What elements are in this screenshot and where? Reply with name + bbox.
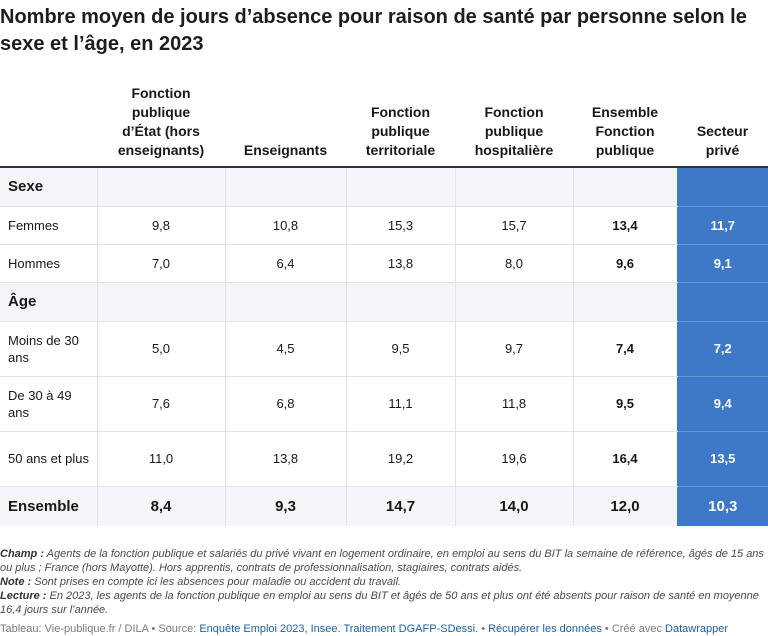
table-cell — [224, 282, 346, 322]
table-cell: 11,7 — [676, 206, 768, 245]
table-cell — [572, 167, 677, 207]
table-cell: 11,1 — [345, 376, 455, 432]
note-lecture-label: Lecture : — [0, 590, 47, 602]
table-cell: 8,0 — [454, 244, 573, 283]
table-cell: 15,7 — [454, 206, 573, 245]
table-cell: 9,6 — [572, 244, 677, 283]
table-header-row: Fonction publique d’État (hors enseignan… — [0, 77, 768, 168]
data-table: Fonction publique d’État (hors enseignan… — [0, 77, 768, 526]
table-cell: 7,0 — [96, 244, 225, 283]
row-label: De 30 à 49 ans — [0, 376, 97, 432]
note-lecture: Lecture : En 2023, les agents de la fonc… — [0, 589, 768, 617]
source-link[interactable]: Enquête Emploi 2023, Insee. Traitement D… — [199, 623, 479, 635]
note-note: Note : Sont prises en compte ici les abs… — [0, 575, 768, 589]
table-cell: 13,8 — [224, 431, 346, 487]
row-label: Moins de 30 ans — [0, 321, 97, 377]
table-cell — [676, 282, 768, 322]
note-champ: Champ : Agents de la fonction publique e… — [0, 547, 768, 575]
table-cell: 8,4 — [96, 486, 225, 526]
footer-separator: • Créé avec — [601, 623, 666, 635]
table-cell: 15,3 — [345, 206, 455, 245]
row-label: 50 ans et plus — [0, 431, 97, 487]
table-cell: 7,4 — [572, 321, 677, 377]
table-cell: 13,8 — [345, 244, 455, 283]
table-cell: 9,8 — [96, 206, 225, 245]
table-row: 50 ans et plus 11,0 13,8 19,2 19,6 16,4 13,5 — [0, 431, 768, 487]
table-row: Moins de 30 ans 5,0 4,5 9,5 9,7 7,4 7,2 — [0, 321, 768, 377]
row-label: Sexe — [0, 167, 97, 207]
table-row: Femmes 9,8 10,8 15,3 15,7 13,4 11,7 — [0, 206, 768, 245]
table-cell — [572, 282, 677, 322]
table-cell: 9,4 — [676, 376, 768, 432]
table-cell — [96, 282, 225, 322]
table-total-row: Ensemble 8,4 9,3 14,7 14,0 12,0 10,3 — [0, 486, 768, 526]
row-label: Femmes — [0, 206, 97, 245]
datawrapper-link[interactable]: Datawrapper — [665, 623, 728, 635]
table-cell: 9,1 — [676, 244, 768, 283]
column-header: Fonction publique d’État (hors enseignan… — [97, 77, 225, 168]
row-label: Âge — [0, 282, 97, 322]
table-cell: 12,0 — [572, 486, 677, 526]
table-section-row: Sexe — [0, 167, 768, 207]
table-cell: 7,6 — [96, 376, 225, 432]
table-cell: 4,5 — [224, 321, 346, 377]
table-cell: 13,5 — [676, 431, 768, 487]
table-cell: 19,2 — [345, 431, 455, 487]
table-cell — [224, 167, 346, 207]
table-cell — [345, 167, 455, 207]
table-row: De 30 à 49 ans 7,6 6,8 11,1 11,8 9,5 9,4 — [0, 376, 768, 432]
row-label: Hommes — [0, 244, 97, 283]
footer-separator: • — [478, 623, 489, 635]
table-cell: 9,5 — [572, 376, 677, 432]
table-cell: 5,0 — [96, 321, 225, 377]
column-header: Fonction publique territoriale — [346, 77, 455, 168]
table-cell — [676, 167, 768, 207]
table-cell — [454, 167, 573, 207]
table-cell — [96, 167, 225, 207]
table-cell: 7,2 — [676, 321, 768, 377]
note-champ-label: Champ : — [0, 548, 44, 560]
column-header: Enseignants — [225, 77, 346, 168]
footer-prefix: Tableau: Vie-publique.fr / DILA • Source… — [0, 623, 200, 635]
table-cell — [454, 282, 573, 322]
table-body: Sexe Femmes 9,8 10,8 15,3 15,7 13,4 11,7 Hommes 7… — [0, 167, 768, 526]
table-cell: 14,0 — [454, 486, 573, 526]
chart-notes: Champ : Agents de la fonction publique e… — [0, 547, 768, 617]
download-data-link[interactable]: Récupérer les données — [488, 623, 602, 635]
note-note-text: Sont prises en compte ici les absences p… — [31, 576, 402, 588]
chart-footer: Tableau: Vie-publique.fr / DILA • Source… — [0, 622, 768, 636]
row-label: Ensemble — [0, 486, 97, 526]
table-cell: 9,7 — [454, 321, 573, 377]
table-cell — [345, 282, 455, 322]
table-cell: 11,8 — [454, 376, 573, 432]
column-header: Secteur privé — [677, 77, 768, 168]
column-header — [0, 77, 97, 168]
table-cell: 11,0 — [96, 431, 225, 487]
table-cell: 9,3 — [224, 486, 346, 526]
column-header: Ensemble Fonction publique — [573, 77, 677, 168]
column-header: Fonction publique hospitalière — [455, 77, 573, 168]
table-cell: 10,3 — [676, 486, 768, 526]
table-cell: 13,4 — [572, 206, 677, 245]
note-champ-text: Agents de la fonction publique et salari… — [0, 548, 764, 574]
table-cell: 19,6 — [454, 431, 573, 487]
table-cell: 10,8 — [224, 206, 346, 245]
table-cell: 14,7 — [345, 486, 455, 526]
table-row: Hommes 7,0 6,4 13,8 8,0 9,6 9,1 — [0, 244, 768, 283]
table-section-row: Âge — [0, 282, 768, 322]
note-note-label: Note : — [0, 576, 32, 588]
note-lecture-text: En 2023, les agents de la fonction publi… — [0, 590, 759, 616]
table-cell: 6,4 — [224, 244, 346, 283]
table-cell: 16,4 — [572, 431, 677, 487]
table-cell: 6,8 — [224, 376, 346, 432]
table-cell: 9,5 — [345, 321, 455, 377]
chart-title: Nombre moyen de jours d’absence pour rai… — [0, 6, 747, 55]
